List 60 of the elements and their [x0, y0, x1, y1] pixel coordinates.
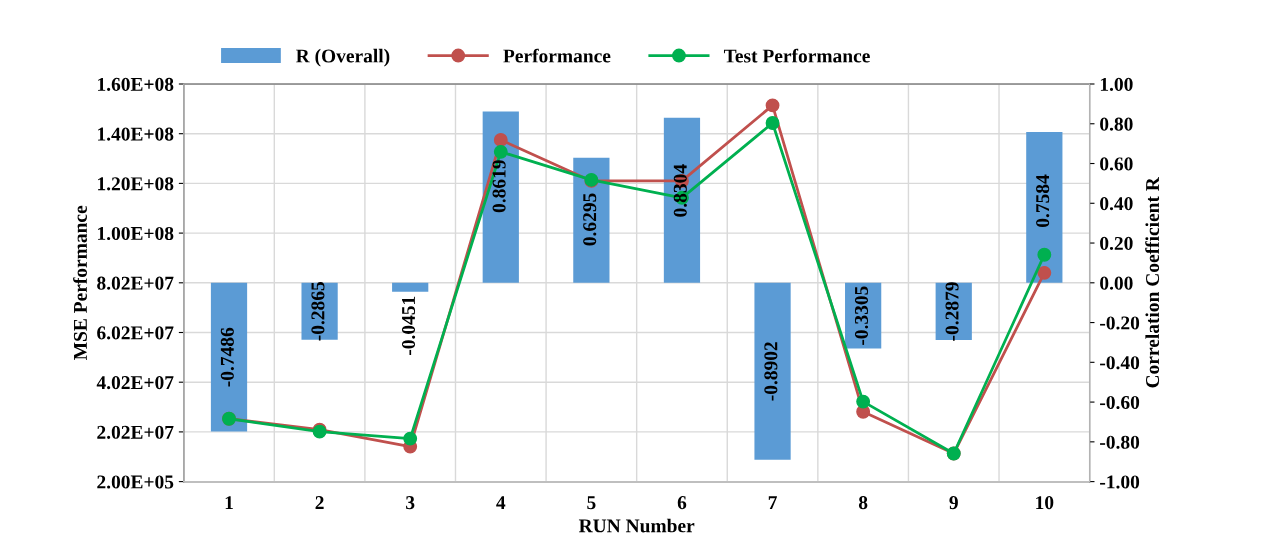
y-tick-label: 8.02E+07: [97, 276, 174, 290]
y2-tick-label: 1.00: [1100, 77, 1133, 92]
bar: [1026, 132, 1063, 283]
y2-tick-label: -0.20: [1100, 316, 1140, 330]
y2-tick-label: 0.20: [1100, 236, 1133, 251]
x-tick-label: 7: [768, 496, 777, 509]
bar: [573, 157, 610, 283]
x-tick-label: 3: [406, 496, 415, 510]
x-tick-label: 6: [677, 496, 687, 510]
point: [493, 144, 508, 159]
point: [1037, 247, 1052, 262]
point: [765, 98, 780, 113]
point: [765, 116, 780, 130]
bar: [663, 117, 701, 283]
y2-tick-label: -0.80: [1100, 435, 1140, 449]
bar: [210, 282, 248, 432]
x-tick-label: 2: [315, 496, 324, 509]
y2-tick-label: 0.60: [1100, 157, 1133, 171]
y-tick-label: 4.02E+07: [96, 376, 174, 390]
y2-tick-label: -0.60: [1100, 395, 1140, 410]
legend-label: R (Overall): [296, 48, 390, 67]
data-label: 0.6295: [583, 193, 597, 246]
data-label: -0.7486: [220, 327, 234, 387]
data-label: -0.2879: [945, 282, 959, 341]
bar: [754, 282, 791, 460]
x-tick-label: 4: [496, 496, 506, 509]
data-label: -0.8902: [764, 342, 778, 401]
data-label: -0.3305: [854, 286, 869, 345]
y2-tick-label: 0.00: [1100, 276, 1133, 290]
data-label: -0.2865: [311, 282, 325, 341]
bar: [392, 282, 429, 292]
data-label: 0.8304: [673, 164, 687, 217]
point: [1037, 265, 1052, 280]
y2-tick-label: 0.40: [1100, 197, 1133, 211]
y2-axis-title: Correlation Coefficient R: [1145, 176, 1160, 388]
point: [856, 394, 871, 409]
y-tick-label: 1.40E+08: [98, 127, 174, 141]
y-tick-label: 2.02E+07: [97, 425, 174, 439]
data-label: 0.7584: [1036, 174, 1050, 227]
point: [493, 132, 508, 147]
point: [403, 431, 418, 446]
x-tick-label: 9: [949, 496, 958, 510]
y-tick-label: 2.00E+05: [97, 475, 174, 489]
legend-label: Test Performance: [723, 48, 870, 63]
y2-tick-label: -0.40: [1100, 356, 1140, 370]
y-tick-label: 6.02E+07: [97, 326, 174, 340]
legend-label: Performance: [503, 48, 611, 63]
y-tick-label: 1.60E+08: [98, 77, 174, 92]
data-label: 0.8619: [492, 160, 506, 213]
y-axis-title: MSE Performance: [73, 205, 87, 360]
x-tick-label: 10: [1036, 496, 1054, 510]
data-label: -0.0451: [401, 296, 416, 355]
y-tick-label: 1.00E+08: [98, 226, 174, 241]
y2-tick-label: -1.00: [1100, 475, 1140, 489]
x-tick-label: 5: [587, 496, 596, 510]
y2-tick-label: 0.80: [1100, 117, 1133, 131]
y-tick-label: 1.20E+08: [98, 177, 174, 191]
x-tick-label: 8: [858, 496, 868, 510]
x-tick-label: 1: [225, 496, 233, 509]
x-axis-title: RUN Number: [578, 518, 695, 533]
